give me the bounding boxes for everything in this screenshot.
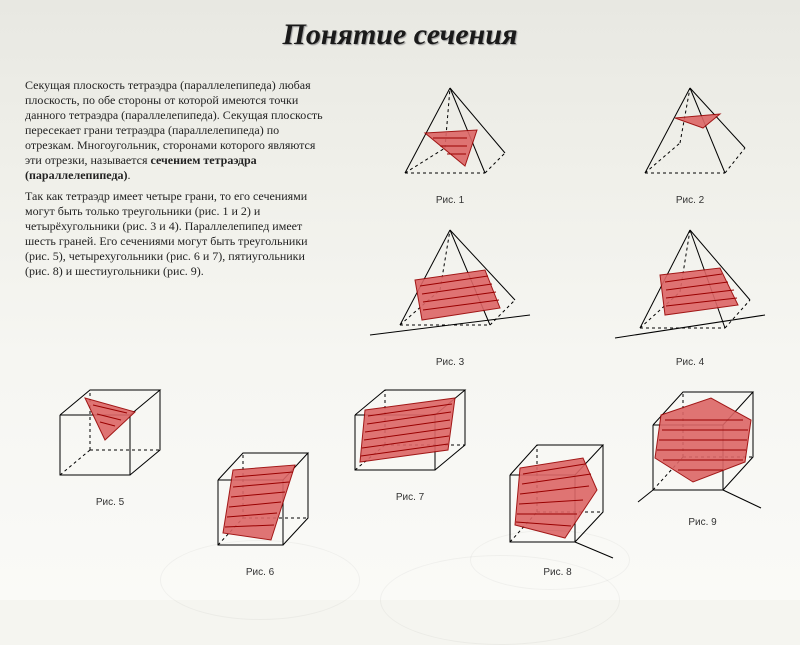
figure-8: Рис. 8 xyxy=(490,430,625,578)
fig-label: Рис. 9 xyxy=(630,517,775,528)
tetra-quad-section-2 xyxy=(610,220,770,350)
cube-tri-section xyxy=(45,380,175,490)
figure-row-2: Рис. 3 Рис. 4 xyxy=(350,220,770,365)
slide-title: Понятие сечения xyxy=(0,0,800,52)
figure-7: Рис. 7 xyxy=(335,380,485,503)
fig-label: Рис. 1 xyxy=(370,195,530,206)
figure-9: Рис. 9 xyxy=(630,380,775,528)
tetra-quad-section-1 xyxy=(360,220,540,350)
paragraph-2: Так как тетраэдр имеет четыре грани, то … xyxy=(25,189,330,279)
figure-row-3: Рис. 5 Рис. 6 xyxy=(30,380,770,575)
cube-quad-section-2 xyxy=(340,380,480,485)
cube-quad-section-1 xyxy=(203,435,318,560)
figure-2: Рис. 2 xyxy=(610,78,770,206)
body-text: Секущая плоскость тетраэдра (параллелепи… xyxy=(25,78,330,285)
fig-label: Рис. 7 xyxy=(335,492,485,503)
cube-hexagon-section xyxy=(633,380,773,510)
tetra-tri-section-1 xyxy=(385,78,515,188)
slide: Понятие сечения Секущая плоскость тетраэ… xyxy=(0,0,800,600)
fig-label: Рис. 5 xyxy=(40,497,180,508)
cube-pentagon-section xyxy=(495,430,620,560)
figure-row-1: Рис. 1 Рис. 2 xyxy=(350,78,770,208)
figure-1: Рис. 1 xyxy=(370,78,530,206)
figure-4: Рис. 4 xyxy=(600,220,780,368)
fig-label: Рис. 4 xyxy=(600,357,780,368)
figure-3: Рис. 3 xyxy=(350,220,550,368)
fig-label: Рис. 2 xyxy=(610,195,770,206)
fig-label: Рис. 3 xyxy=(350,357,550,368)
fig-label: Рис. 8 xyxy=(490,567,625,578)
paragraph-1: Секущая плоскость тетраэдра (параллелепи… xyxy=(25,78,330,183)
fig-label: Рис. 6 xyxy=(195,567,325,578)
figure-6: Рис. 6 xyxy=(195,435,325,578)
figure-5: Рис. 5 xyxy=(40,380,180,508)
tetra-tri-section-2 xyxy=(625,78,755,188)
